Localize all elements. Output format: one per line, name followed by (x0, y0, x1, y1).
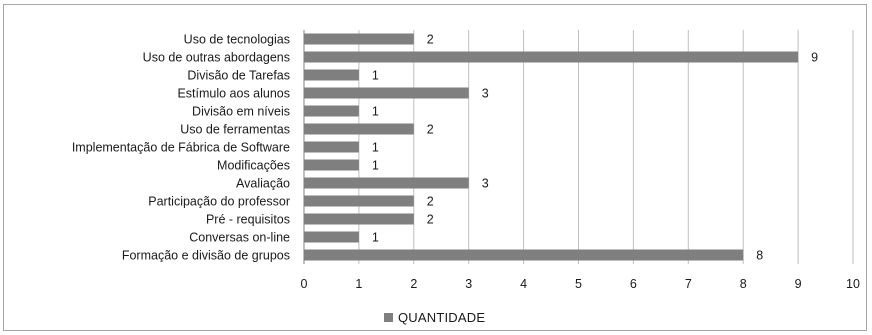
bar (304, 69, 359, 81)
data-label: 3 (482, 177, 489, 191)
x-tick-label: 1 (355, 277, 362, 291)
category-label: Estímulo aos alunos (177, 87, 290, 101)
data-label: 1 (372, 105, 379, 119)
category-label: Avaliação (236, 177, 290, 191)
bar (304, 33, 414, 45)
x-tick-label: 0 (301, 277, 308, 291)
x-tick-label: 2 (410, 277, 417, 291)
bar (304, 141, 359, 153)
bar (304, 105, 359, 117)
category-label: Uso de tecnologias (184, 33, 290, 47)
bar (304, 213, 414, 225)
bar (304, 195, 414, 207)
category-label: Divisão de Tarefas (187, 69, 290, 83)
x-tick-label: 4 (520, 277, 527, 291)
category-label: Divisão em níveis (192, 105, 290, 119)
legend-label: QUANTIDADE (398, 309, 486, 325)
legend: QUANTIDADE (384, 309, 485, 325)
x-tick-label: 7 (685, 277, 692, 291)
x-tick-label: 10 (846, 277, 860, 291)
bar (304, 159, 359, 171)
bar (304, 177, 469, 189)
data-label: 1 (372, 69, 379, 83)
bar (304, 123, 414, 135)
bar (304, 87, 469, 99)
bar (304, 249, 744, 261)
category-label: Participação do professor (148, 195, 290, 209)
x-tick-label: 3 (465, 277, 472, 291)
data-label: 2 (427, 123, 434, 137)
legend-swatch (384, 312, 393, 322)
data-label: 1 (372, 141, 379, 155)
data-label: 2 (427, 213, 434, 227)
data-label: 8 (756, 249, 763, 263)
category-label: Uso de outras abordagens (143, 51, 290, 65)
data-label: 9 (811, 51, 818, 65)
data-label: 1 (372, 159, 379, 173)
category-label: Pré - requisitos (206, 213, 290, 227)
data-label: 1 (372, 231, 379, 245)
x-tick-label: 5 (575, 277, 582, 291)
category-label: Modificações (217, 159, 290, 173)
category-label: Uso de ferramentas (180, 123, 290, 137)
bar (304, 231, 359, 243)
bar (304, 51, 799, 63)
x-tick-label: 9 (795, 277, 802, 291)
data-label: 2 (427, 33, 434, 47)
data-label: 3 (482, 87, 489, 101)
category-label: Implementação de Fábrica de Software (72, 141, 290, 155)
category-label: Conversas on-line (189, 231, 290, 245)
data-label: 2 (427, 195, 434, 209)
x-tick-label: 8 (740, 277, 747, 291)
category-label: Formação e divisão de grupos (122, 249, 290, 263)
x-tick-label: 6 (630, 277, 637, 291)
